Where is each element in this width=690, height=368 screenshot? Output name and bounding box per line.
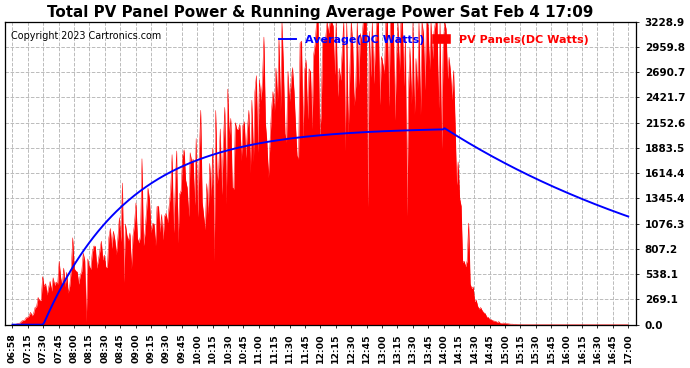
Legend: Average(DC Watts), PV Panels(DC Watts): Average(DC Watts), PV Panels(DC Watts) xyxy=(275,30,593,49)
Text: Copyright 2023 Cartronics.com: Copyright 2023 Cartronics.com xyxy=(11,31,161,41)
Title: Total PV Panel Power & Running Average Power Sat Feb 4 17:09: Total PV Panel Power & Running Average P… xyxy=(47,5,593,20)
